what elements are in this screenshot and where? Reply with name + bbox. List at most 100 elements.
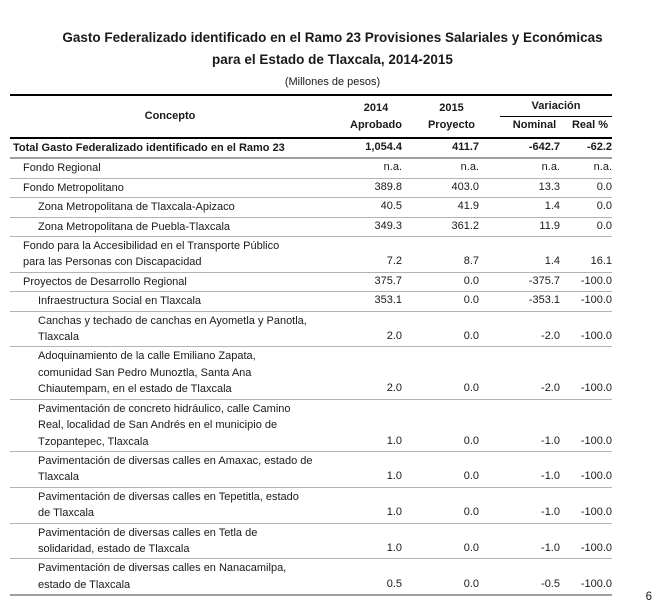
cell-2014: 1.0 bbox=[386, 506, 402, 519]
header-nominal: Nominal bbox=[512, 119, 557, 131]
cell-real: -100.0 bbox=[580, 434, 613, 447]
cell-real: -100.0 bbox=[580, 330, 613, 343]
cell-2014: 2.0 bbox=[386, 382, 402, 395]
header-variacion: Variación bbox=[479, 95, 613, 117]
cell-real: -62.2 bbox=[586, 141, 613, 153]
cell-2014: 375.7 bbox=[374, 274, 402, 287]
cell-2015: 0.0 bbox=[463, 470, 479, 483]
cell-2014: 7.2 bbox=[386, 255, 402, 268]
cell-nominal: -0.5 bbox=[541, 577, 560, 590]
federal-spending-table: Concepto 2014 Aprobado 2015 Proyecto Var… bbox=[10, 94, 613, 596]
cell-nominal: 1.4 bbox=[544, 255, 560, 268]
cell-real: -100.0 bbox=[580, 577, 613, 590]
table-row: Proyectos de Desarrollo Regional 375.7 0… bbox=[10, 272, 613, 292]
title-line-1: Gasto Federalizado identificado en el Ra… bbox=[62, 30, 603, 45]
document-title: Gasto Federalizado identificado en el Ra… bbox=[0, 27, 665, 71]
cell-real: n.a. bbox=[593, 161, 613, 174]
cell-real: 0.0 bbox=[596, 219, 613, 232]
cell-nominal: -642.7 bbox=[528, 141, 560, 153]
cell-real: -100.0 bbox=[580, 274, 613, 287]
row-concept: Pavimentación de concreto hidráulico, ca… bbox=[38, 402, 291, 448]
header-2015-proyecto: 2015 Proyecto bbox=[427, 101, 476, 131]
cell-2014: 1.0 bbox=[386, 470, 402, 483]
cell-2015: 0.0 bbox=[463, 506, 479, 519]
table-row: Infraestructura Social en Tlaxcala 353.1… bbox=[10, 292, 613, 312]
cell-real: -100.0 bbox=[580, 294, 613, 307]
cell-2015: 0.0 bbox=[463, 541, 479, 554]
cell-nominal: -1.0 bbox=[541, 470, 560, 483]
cell-2014: 1,054.4 bbox=[365, 141, 402, 153]
title-line-2: para el Estado de Tlaxcala, 2014-2015 bbox=[212, 52, 453, 67]
row-concept: Zona Metropolitana de Puebla-Tlaxcala bbox=[38, 220, 231, 233]
cell-nominal: -1.0 bbox=[541, 506, 560, 519]
cell-nominal: -353.1 bbox=[528, 294, 560, 307]
row-concept: Pavimentación de diversas calles en Nana… bbox=[38, 562, 287, 591]
cell-2014: 0.5 bbox=[386, 577, 402, 590]
row-concept: Adoquinamiento de la calle Emiliano Zapa… bbox=[38, 350, 256, 396]
cell-nominal: n.a. bbox=[541, 161, 560, 174]
cell-real: -100.0 bbox=[580, 506, 613, 519]
cell-2014: 353.1 bbox=[374, 294, 402, 307]
cell-2015: 411.7 bbox=[452, 141, 479, 153]
table-row: Total Gasto Federalizado identificado en… bbox=[10, 138, 613, 159]
row-concept: Canchas y techado de canchas en Ayometla… bbox=[38, 314, 307, 344]
cell-nominal: 1.4 bbox=[544, 200, 560, 213]
page-number: 6 bbox=[645, 591, 652, 603]
cell-2014: 40.5 bbox=[380, 200, 402, 213]
cell-real: 0.0 bbox=[596, 200, 613, 213]
cell-real: -100.0 bbox=[580, 541, 613, 554]
row-concept: Fondo Metropolitano bbox=[23, 181, 124, 194]
cell-2015: n.a. bbox=[460, 161, 479, 174]
cell-nominal: -375.7 bbox=[528, 274, 560, 287]
row-concept: Infraestructura Social en Tlaxcala bbox=[38, 295, 202, 308]
cell-2014: 349.3 bbox=[374, 219, 402, 232]
cell-nominal: -2.0 bbox=[541, 382, 560, 395]
cell-2014: n.a. bbox=[383, 161, 402, 174]
cell-nominal: 13.3 bbox=[538, 180, 560, 193]
table-row: Adoquinamiento de la calle Emiliano Zapa… bbox=[10, 347, 613, 400]
cell-2015: 0.0 bbox=[463, 577, 479, 590]
row-concept: Pavimentación de diversas calles en Tetl… bbox=[38, 526, 258, 555]
table-row: Fondo Regional n.a. n.a. n.a. n.a. bbox=[10, 158, 613, 179]
table-row: Fondo Metropolitano 389.8 403.0 13.3 0.0 bbox=[10, 178, 613, 198]
table-header: Concepto 2014 Aprobado 2015 Proyecto Var… bbox=[10, 95, 613, 138]
row-concept: Total Gasto Federalizado identificado en… bbox=[13, 142, 285, 154]
cell-2015: 0.0 bbox=[463, 274, 479, 287]
cell-2014: 2.0 bbox=[386, 330, 402, 343]
cell-nominal: -1.0 bbox=[541, 434, 560, 447]
cell-2015: 0.0 bbox=[463, 434, 479, 447]
table-row: Pavimentación de diversas calles en Tetl… bbox=[10, 523, 613, 559]
cell-2014: 1.0 bbox=[386, 541, 402, 554]
table-row: Zona Metropolitana de Puebla-Tlaxcala 34… bbox=[10, 217, 613, 237]
cell-2014: 389.8 bbox=[374, 180, 402, 193]
cell-real: -100.0 bbox=[580, 470, 613, 483]
table-row: Pavimentación de diversas calles en Amax… bbox=[10, 451, 613, 488]
table-row: Pavimentación de concreto hidráulico, ca… bbox=[10, 399, 613, 452]
cell-2015: 41.9 bbox=[457, 200, 479, 213]
table-body: Total Gasto Federalizado identificado en… bbox=[10, 138, 613, 596]
row-concept: Fondo para la Accesibilidad en el Transp… bbox=[23, 240, 280, 269]
cell-nominal: 11.9 bbox=[539, 219, 560, 232]
header-concepto: Concepto bbox=[144, 110, 196, 122]
cell-real: 16.1 bbox=[590, 255, 613, 268]
row-concept: Pavimentación de diversas calles en Tepe… bbox=[38, 490, 299, 520]
cell-real: 0.0 bbox=[596, 180, 613, 193]
cell-2015: 0.0 bbox=[463, 294, 479, 307]
cell-real: -100.0 bbox=[580, 382, 613, 395]
cell-2015: 0.0 bbox=[463, 382, 479, 395]
table-row: Pavimentación de diversas calles en Nana… bbox=[10, 559, 613, 596]
cell-nominal: -1.0 bbox=[541, 541, 560, 554]
table-row: Zona Metropolitana de Tlaxcala-Apizaco 4… bbox=[10, 198, 613, 218]
cell-nominal: -2.0 bbox=[541, 330, 560, 343]
cell-2015: 403.0 bbox=[451, 180, 479, 193]
cell-2015: 0.0 bbox=[463, 330, 479, 343]
header-2014-aprobado: 2014 Aprobado bbox=[350, 101, 402, 131]
cell-2015: 8.7 bbox=[463, 255, 479, 268]
row-concept: Fondo Regional bbox=[23, 162, 101, 175]
cell-2014: 1.0 bbox=[386, 434, 402, 447]
table-row: Fondo para la Accesibilidad en el Transp… bbox=[10, 237, 613, 273]
row-concept: Proyectos de Desarrollo Regional bbox=[23, 275, 187, 288]
cell-2015: 361.2 bbox=[451, 219, 479, 232]
header-real: Real % bbox=[571, 119, 609, 131]
